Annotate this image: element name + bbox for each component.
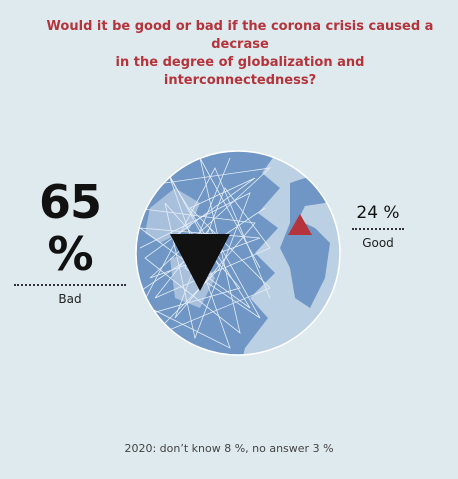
good-divider: [352, 228, 404, 230]
bad-value-label: 65 %: [38, 175, 102, 281]
good-result: 24 % Good: [352, 202, 404, 250]
down-triangle-icon: [170, 234, 230, 291]
bad-divider: [14, 284, 126, 286]
up-triangle-icon: [288, 214, 312, 235]
chart-title-line-1: Would it be good or bad if the corona cr…: [46, 19, 434, 52]
good-value-label: 24 %: [356, 203, 400, 223]
bad-category-label: Bad: [58, 292, 82, 306]
globe-illustration: [135, 150, 341, 356]
chart-title: Would it be good or bad if the corona cr…: [40, 18, 440, 90]
chart-title-line-2: in the degree of globalization and inter…: [115, 55, 365, 88]
good-category-label: Good: [362, 236, 394, 250]
footnote: 2020: don’t know 8 %, no answer 3 %: [124, 442, 334, 455]
bad-result: 65 % Bad: [14, 176, 126, 306]
globe-continent-right: [280, 173, 335, 308]
